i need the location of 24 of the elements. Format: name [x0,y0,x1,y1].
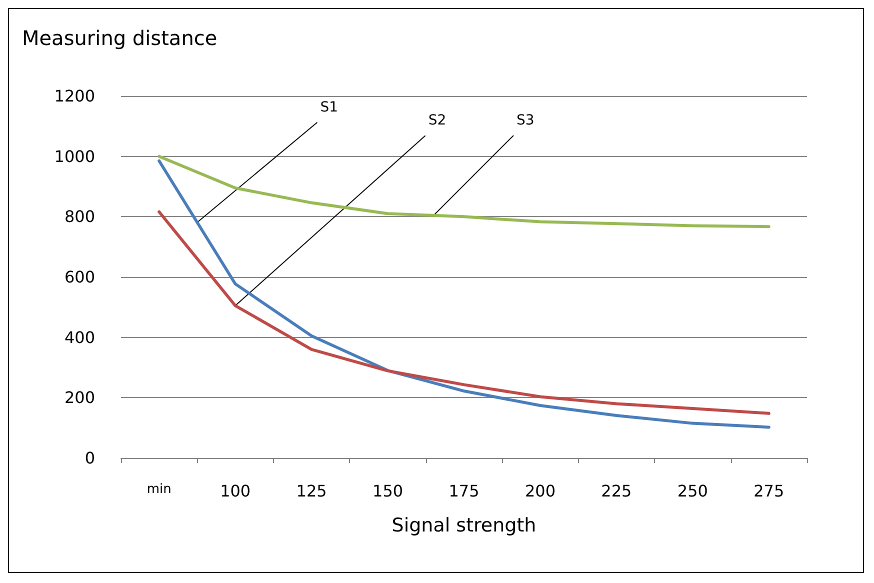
x-tick-label: 100 [220,482,251,500]
line-series [158,210,770,415]
line-series [158,159,770,429]
x-tick-label: 125 [296,482,327,500]
x-tick-label: 175 [448,482,480,500]
x-axis-title: Signal strength [392,514,536,536]
x-tick-label: 150 [372,482,404,500]
x-tick-label: 225 [601,482,632,500]
y-tick-label: 0 [84,448,95,468]
x-tick-label: 275 [754,482,784,500]
line-series [158,154,770,228]
text: S3 [516,112,534,128]
y-tick-label: 200 [64,388,95,408]
y-tick-label: 1200 [54,86,95,106]
text: S1 [320,99,338,116]
y-tick-label: 800 [64,207,95,226]
text: S2 [428,112,446,129]
x-tick-label: min [146,482,172,497]
y-tick-label: 1000 [54,146,95,166]
chart-title: Measuring distance [22,26,218,50]
y-tick-label: 600 [64,268,95,286]
x-tick-label: 200 [524,482,556,500]
y-tick-label: 400 [64,328,95,347]
x-tick-label: 250 [677,482,708,500]
